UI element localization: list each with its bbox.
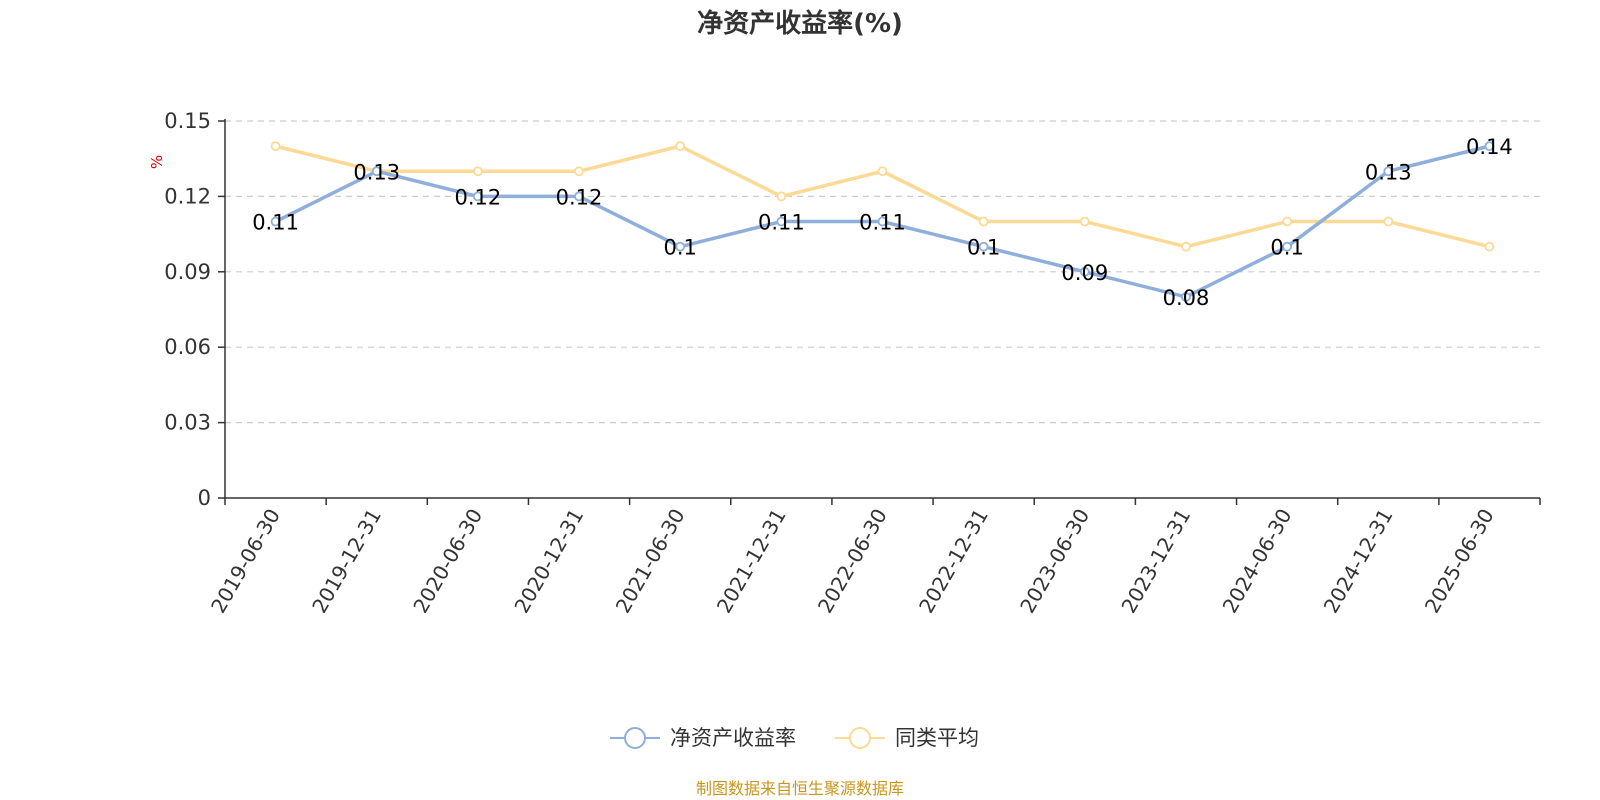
roe-data-label: 0.14 <box>1466 135 1513 159</box>
roe-data-label: 0.13 <box>1365 160 1412 184</box>
x-tick-label: 2021-12-31 <box>712 505 791 618</box>
x-tick-label: 2023-12-31 <box>1116 505 1195 618</box>
x-tick-label: 2019-12-31 <box>307 505 386 618</box>
axes: 0 0.03 0.06 0.09 0.12 0.15 2019-06-30 2019-12-3… <box>164 109 1541 618</box>
x-tick-label: 2024-12-31 <box>1319 505 1398 618</box>
series-lines <box>270 141 1495 302</box>
legend-item-peer-average[interactable]: 同类平均 <box>835 726 979 750</box>
x-tick-label: 2022-06-30 <box>813 505 892 618</box>
peer-average-point[interactable] <box>776 191 787 202</box>
legend-item-roe[interactable]: 净资产收益率 <box>610 726 796 750</box>
roe-point[interactable] <box>1383 166 1394 177</box>
roe-data-label: 0.11 <box>252 211 299 235</box>
legend[interactable]: 净资产收益率 同类平均 <box>610 726 979 750</box>
roe-data-label: 0.12 <box>455 185 502 209</box>
peer-average-point[interactable] <box>1181 241 1191 252</box>
peer-average-point[interactable] <box>472 166 483 177</box>
roe-point[interactable] <box>675 241 686 252</box>
y-tick-label: 0.15 <box>164 109 211 133</box>
x-tick-label: 2025-06-30 <box>1420 505 1499 618</box>
roe-data-label: 0.09 <box>1061 261 1108 285</box>
roe-data-label: 0.1 <box>967 236 1000 260</box>
roe-data-label: 0.1 <box>663 236 696 260</box>
peer-average-point[interactable] <box>270 141 281 152</box>
x-tick-label: 2022-12-31 <box>914 504 993 617</box>
peer-average-point[interactable] <box>1383 216 1394 227</box>
roe-point[interactable] <box>1181 292 1191 302</box>
x-tick-label: 2020-06-30 <box>408 505 487 618</box>
peer-average-point[interactable] <box>877 166 888 177</box>
peer-average-point[interactable] <box>1484 241 1495 252</box>
roe-point[interactable] <box>270 216 281 227</box>
data-labels: 0.11 0.13 0.12 0.12 0.1 0.11 0.11 0.1 0.09 0.08 0.… <box>252 135 1513 310</box>
roe-point[interactable] <box>877 216 888 227</box>
legend-peer-average-label: 同类平均 <box>895 726 979 750</box>
x-tick-label: 2021-06-30 <box>611 505 690 618</box>
peer-average-point[interactable] <box>574 166 584 177</box>
peer-average-point[interactable] <box>1282 216 1293 227</box>
roe-point[interactable] <box>1484 141 1495 152</box>
data-source-note: 制图数据来自恒生聚源数据库 <box>696 779 904 798</box>
roe-data-label: 0.1 <box>1270 236 1303 260</box>
y-tick-label: 0.06 <box>164 335 211 359</box>
y-tick-label: 0.03 <box>164 411 211 435</box>
roe-point[interactable] <box>776 216 787 227</box>
peer-average-point[interactable] <box>978 216 989 227</box>
roe-point[interactable] <box>978 241 989 252</box>
peer-average-point[interactable] <box>675 141 686 152</box>
roe-point[interactable] <box>371 166 382 177</box>
x-tick-label: 2020-12-31 <box>509 505 588 618</box>
x-tick-label: 2023-06-30 <box>1015 505 1094 618</box>
y-tick-label: 0.12 <box>164 184 211 208</box>
peer-average-point[interactable] <box>1079 216 1090 227</box>
grid-lines <box>225 120 1540 424</box>
roe-point[interactable] <box>472 191 483 202</box>
y-tick-label: 0 <box>198 486 211 510</box>
roe-data-label: 0.12 <box>556 185 603 209</box>
y-axis-unit-label: % <box>148 155 166 169</box>
roe-data-label: 0.11 <box>758 211 805 235</box>
y-tick-label: 0.09 <box>164 260 211 284</box>
roe-data-label: 0.08 <box>1163 286 1210 310</box>
roe-point[interactable] <box>574 191 584 202</box>
roe-point[interactable] <box>1282 241 1293 252</box>
legend-peer-average-marker-icon <box>849 727 871 749</box>
roe-point[interactable] <box>1079 266 1090 277</box>
chart-title: 净资产收益率(%) <box>697 8 903 39</box>
legend-roe-marker-icon <box>624 727 646 749</box>
x-tick-label: 2019-06-30 <box>206 505 285 618</box>
x-tick-label: 2024-06-30 <box>1218 505 1297 618</box>
roe-data-label: 0.11 <box>859 211 906 235</box>
legend-roe-label: 净资产收益率 <box>670 726 796 750</box>
roe-data-label: 0.13 <box>353 160 400 184</box>
